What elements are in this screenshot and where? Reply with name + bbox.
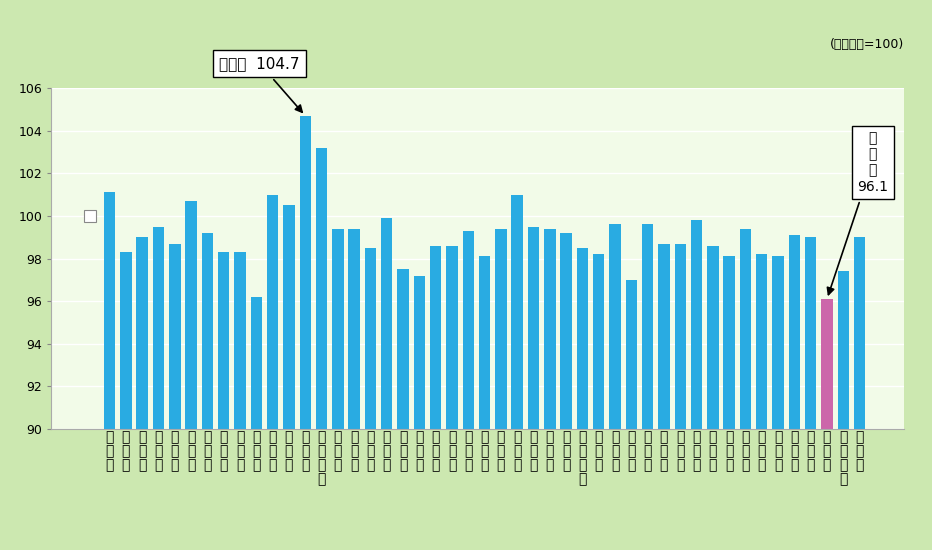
Bar [136,237,148,429]
Bar [201,233,213,429]
Bar [707,246,719,429]
Bar [267,195,279,429]
Text: 東京都  104.7: 東京都 104.7 [219,56,302,112]
Bar [283,205,295,429]
Bar [153,227,164,429]
Bar [788,235,800,429]
Bar [593,254,605,429]
Bar [528,227,540,429]
Bar [495,229,507,429]
Bar [642,224,653,429]
Bar [218,252,229,429]
Bar [234,252,246,429]
Bar [821,299,832,429]
Text: (全国平均=100): (全国平均=100) [829,39,904,52]
Bar [479,256,490,429]
Bar [381,218,392,429]
Bar [414,276,425,429]
Bar [364,248,377,429]
Bar [120,252,131,429]
Bar [577,248,588,429]
Bar [169,244,181,429]
Bar [838,271,849,429]
Bar [299,116,311,429]
Bar [185,201,197,429]
Bar [610,224,621,429]
Bar [756,254,767,429]
Bar [675,244,686,429]
Bar [251,297,262,429]
Bar [349,229,360,429]
Bar [512,195,523,429]
Bar [430,246,442,429]
Bar [103,192,116,429]
Bar [462,231,474,429]
Bar [723,256,734,429]
Bar [740,229,751,429]
Bar [625,280,637,429]
Bar [544,229,555,429]
Bar [658,244,669,429]
Bar [316,147,327,429]
Bar [446,246,458,429]
Bar [805,237,816,429]
Text: 宮
崎
県
96.1: 宮 崎 県 96.1 [828,131,888,295]
Bar [397,269,409,429]
Bar [854,237,865,429]
Bar [773,256,784,429]
Bar [332,229,344,429]
Bar [691,220,702,429]
Bar [560,233,572,429]
